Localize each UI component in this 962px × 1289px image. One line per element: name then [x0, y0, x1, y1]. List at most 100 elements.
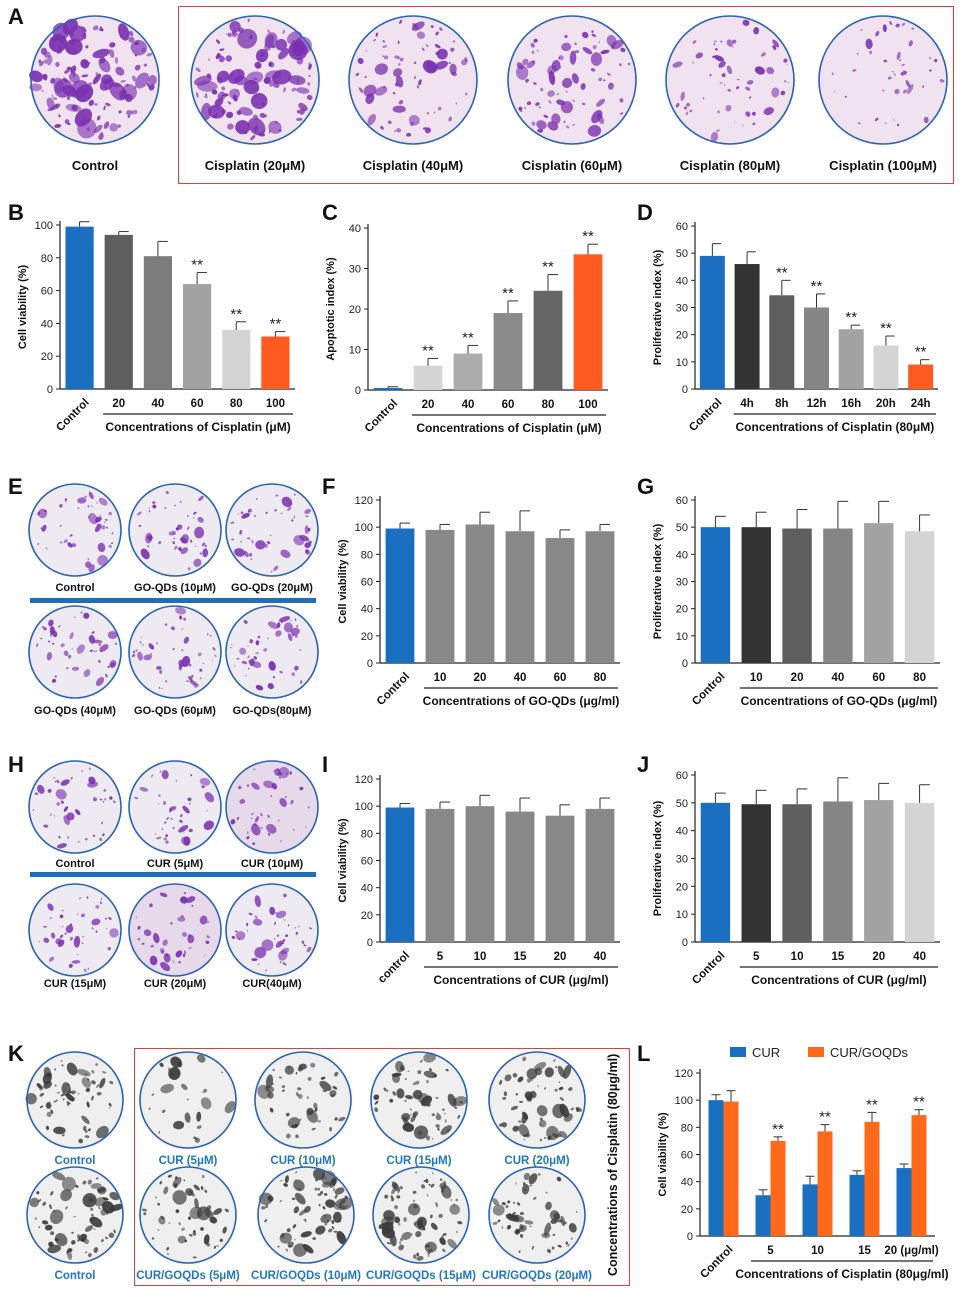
stained-cell [102, 801, 105, 803]
dish-ring [139, 1051, 237, 1149]
stained-cell [71, 666, 80, 671]
y-tick-label: 40 [676, 826, 688, 838]
stained-cell [166, 817, 170, 820]
stained-cell [148, 507, 150, 509]
stained-cell [591, 33, 597, 38]
stained-cell [39, 637, 43, 640]
stained-cell [409, 1108, 412, 1111]
stained-cell [196, 1054, 206, 1063]
stained-cell [69, 25, 86, 43]
stained-cell [77, 953, 79, 956]
stained-cell [457, 1221, 463, 1225]
stained-cell [64, 932, 67, 935]
stained-cell [436, 48, 448, 60]
dish-ring [488, 1051, 586, 1149]
stained-cell [143, 654, 152, 661]
stained-cell [187, 934, 192, 938]
stained-cell [95, 1177, 99, 1180]
stained-cell [230, 72, 233, 79]
stained-cell [328, 1228, 333, 1233]
stained-cell [87, 558, 90, 561]
category-label: 20 [112, 398, 125, 410]
bar [573, 254, 603, 390]
dish-background [255, 1052, 351, 1148]
stained-cell [503, 1091, 508, 1097]
stained-cell [91, 927, 94, 930]
stained-cell [45, 1125, 50, 1131]
panel-h-label: CUR (10μM) [240, 858, 304, 870]
panel-k-bottom-label: CUR/GOQDs (10μM) [251, 1270, 361, 1282]
stained-cell [292, 39, 305, 57]
stained-cell [250, 558, 253, 561]
stained-cell [267, 1092, 274, 1099]
category-label: 40 [832, 672, 845, 684]
y-tick-label: 0 [367, 658, 373, 670]
stained-cell [183, 831, 185, 834]
stained-cell [233, 665, 236, 667]
stained-cell [269, 906, 276, 916]
significance-label: ** [270, 316, 282, 333]
panel-letter-k: K [8, 1041, 24, 1066]
stained-cell [63, 806, 69, 812]
bar [465, 524, 495, 663]
stained-cell [395, 82, 400, 87]
stained-cell [195, 92, 199, 98]
stained-cell [726, 39, 733, 47]
stained-cell [538, 106, 541, 109]
stained-cell [295, 1091, 299, 1097]
stained-cell [87, 1078, 90, 1081]
stained-cell [50, 1109, 54, 1114]
stained-cell [524, 107, 526, 109]
panel-k-top-label: CUR (15μM) [386, 1155, 452, 1167]
stained-cell [192, 1256, 197, 1259]
y-tick-label: 10 [676, 909, 688, 921]
stained-cell [447, 1238, 458, 1249]
panel-letter-c: C [322, 200, 338, 225]
stained-cell [81, 1115, 90, 1125]
stained-cell [96, 1091, 102, 1096]
stained-cell [196, 1125, 202, 1129]
significance-label: ** [422, 342, 434, 359]
significance-label: ** [866, 1096, 878, 1113]
stained-cell [48, 1241, 54, 1248]
stained-cell [287, 924, 290, 927]
stained-cell [551, 60, 561, 72]
stained-cell [184, 950, 187, 954]
category-label: 10 [791, 951, 804, 963]
stained-cell [268, 120, 282, 134]
stained-cell [512, 1125, 520, 1132]
stained-cell [278, 48, 290, 60]
stained-cell [560, 1215, 566, 1227]
stained-cell [745, 86, 751, 91]
stained-cell [538, 1119, 547, 1128]
stained-cell [891, 71, 894, 73]
stained-cell [235, 931, 246, 941]
stained-cell [239, 798, 246, 804]
stained-cell [285, 1112, 290, 1117]
stained-cell [91, 1080, 96, 1085]
y-tick-label: 0 [682, 658, 688, 670]
stained-cell [430, 25, 434, 28]
stained-cell [296, 117, 303, 121]
stained-cell [101, 1239, 104, 1243]
stained-cell [284, 796, 287, 798]
stained-cell [217, 91, 225, 99]
stained-cell [251, 812, 254, 816]
stained-cell [518, 1124, 530, 1138]
stained-cell [727, 89, 732, 92]
stained-cell [137, 651, 143, 661]
stained-cell [865, 38, 873, 50]
stained-cell [280, 512, 283, 514]
stained-cell [192, 1230, 197, 1236]
stained-cell [109, 1203, 124, 1212]
stained-cell [423, 1179, 427, 1183]
stained-cell [439, 1178, 443, 1181]
stained-cell [141, 636, 142, 638]
stained-cell [45, 1102, 52, 1109]
stained-cell [183, 836, 191, 846]
stained-cell [70, 31, 74, 38]
stained-cell [402, 1122, 415, 1132]
y-axis-title: Proliferative index (%) [652, 523, 664, 639]
stained-cell [428, 1254, 430, 1257]
stained-cell [889, 21, 892, 25]
